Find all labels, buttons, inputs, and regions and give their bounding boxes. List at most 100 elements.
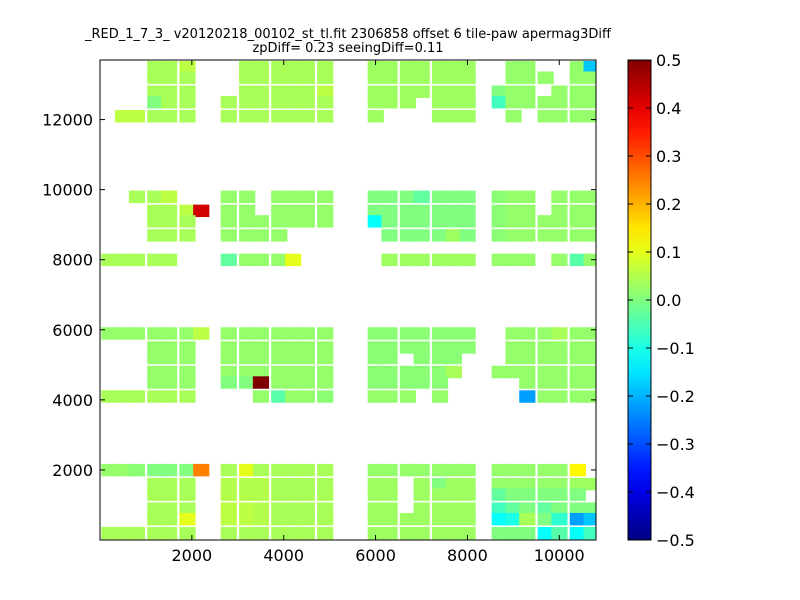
heatmap-cell	[239, 341, 256, 354]
heatmap-cell	[537, 365, 554, 379]
heatmap-cell	[239, 190, 256, 204]
heatmap-cell	[445, 85, 462, 98]
heatmap-cell	[569, 110, 586, 123]
heatmap-cell	[431, 190, 449, 204]
heatmap-cell	[298, 365, 315, 379]
colorbar-ticks: 0.5 0.4 0.3 0.2 0.1 0.0 −0.1 −0.2 −0.3 −0.4 −0.5	[628, 51, 695, 550]
heatmap-cell	[317, 327, 334, 340]
heatmap-cell	[399, 512, 416, 526]
heatmap-cell	[147, 351, 164, 365]
heatmap-cell	[445, 488, 462, 501]
heatmap-cell	[317, 512, 334, 526]
heatmap-cell	[284, 477, 302, 491]
heatmap-cell	[583, 190, 597, 204]
heatmap-cell	[367, 96, 384, 109]
heatmap-cell	[298, 526, 315, 540]
heatmap-cell	[413, 463, 430, 477]
heatmap-cell	[160, 526, 178, 540]
x-tick-label: 10000	[534, 546, 585, 565]
heatmap-cell	[252, 341, 270, 354]
heatmap-cell	[271, 215, 288, 228]
heatmap-cell	[160, 341, 178, 354]
heatmap-cell	[284, 110, 302, 123]
colorbar-tick-label: −0.4	[656, 483, 695, 502]
heatmap-cell	[381, 477, 398, 491]
heatmap-cell	[179, 351, 196, 365]
heatmap-cell	[381, 96, 398, 109]
heatmap-cell	[284, 71, 302, 84]
heatmap-cell	[317, 526, 334, 540]
heatmap-cell	[101, 390, 118, 403]
heatmap-cell	[431, 376, 449, 389]
heatmap-cell	[147, 463, 164, 477]
heatmap-cell	[128, 110, 146, 123]
heatmap-cell	[271, 351, 288, 365]
heatmap-cell	[551, 229, 568, 242]
heatmap-cell	[179, 463, 196, 477]
heatmap-cell	[413, 376, 430, 389]
heatmap-cell	[583, 96, 597, 109]
heatmap-cell	[459, 477, 476, 491]
heatmap-cell	[445, 204, 462, 218]
heatmap-cell	[271, 229, 288, 242]
heatmap-cell	[537, 526, 554, 540]
heatmap-cell	[569, 488, 586, 501]
heatmap-cell	[179, 110, 196, 123]
heatmap-cell	[115, 253, 132, 267]
heatmap-cell	[459, 327, 476, 340]
heatmap-cell	[160, 502, 178, 515]
heatmap-cell	[252, 463, 270, 477]
heatmap-cell	[505, 190, 522, 204]
colorbar-tick-label: 0.4	[656, 99, 681, 118]
heatmap-cell	[381, 253, 398, 267]
heatmap-cell	[147, 215, 164, 228]
heatmap-cell	[537, 341, 554, 354]
heatmap-cell	[193, 327, 210, 340]
heatmap-cell	[160, 190, 178, 204]
heatmap-cell	[284, 327, 302, 340]
heatmap-cell	[537, 488, 554, 501]
heatmap-cell	[551, 215, 568, 228]
heatmap-cell	[431, 253, 449, 267]
heatmap-cell	[147, 204, 164, 218]
heatmap-cell	[367, 85, 384, 98]
heatmap-cell	[367, 502, 384, 515]
heatmap-cell	[445, 327, 462, 340]
heatmap-cell	[445, 215, 462, 228]
heatmap-cell	[101, 253, 118, 267]
heatmap-cell	[284, 512, 302, 526]
heatmap-cell	[399, 85, 416, 98]
heatmap-cell	[491, 526, 508, 540]
heatmap-cell	[445, 96, 462, 109]
heatmap-cell	[239, 477, 256, 491]
heatmap-cell	[317, 376, 334, 389]
heatmap-cell	[505, 204, 522, 218]
heatmap-cell	[551, 110, 568, 123]
heatmap-cell	[381, 526, 398, 540]
heatmap-cell	[193, 463, 210, 477]
heatmap-cell	[551, 502, 568, 515]
heatmap-cell	[491, 512, 508, 526]
heatmap-cell	[519, 341, 536, 354]
heatmap-cell	[284, 502, 302, 515]
heatmap-cell	[298, 110, 315, 123]
colorbar-tick-label: 0.2	[656, 195, 681, 214]
heatmap-cell	[252, 488, 270, 501]
heatmap-cell	[519, 463, 536, 477]
heatmap-cell	[381, 204, 398, 218]
heatmap-cell	[179, 488, 196, 501]
heatmap-cell	[431, 390, 449, 403]
heatmap-cell	[284, 60, 302, 74]
colorbar-tick-label: −0.1	[656, 339, 695, 358]
heatmap-cell	[147, 526, 164, 540]
heatmap-cell	[459, 96, 476, 109]
heatmap-cell	[252, 253, 270, 267]
heatmap-cell	[179, 71, 196, 84]
heatmap-cell	[147, 253, 164, 267]
heatmap-cell	[298, 512, 315, 526]
heatmap-cell	[399, 526, 416, 540]
heatmap-cell	[505, 71, 522, 84]
heatmap-cell	[252, 215, 270, 228]
heatmap-cell	[551, 365, 568, 379]
heatmap-cell	[505, 85, 522, 98]
